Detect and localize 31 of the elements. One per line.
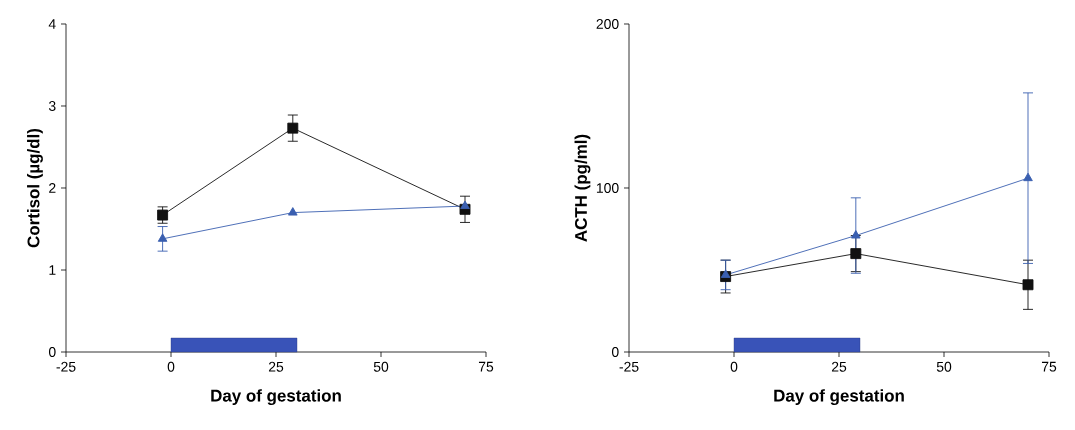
x-tick-label: 0 (730, 361, 738, 372)
point (720, 269, 731, 278)
x-tick-label: 25 (268, 361, 284, 372)
y-axis-title: Cortisol (µg/dl) (27, 128, 43, 248)
y-tick-label: 100 (596, 183, 619, 193)
x-tick-label: 0 (167, 361, 175, 372)
y-tick-label: 3 (48, 101, 56, 111)
y-tick-label: 200 (596, 19, 619, 29)
x-axis-title: Day of gestation (774, 389, 904, 406)
point (1022, 279, 1034, 291)
y-tick-label: 2 (49, 183, 56, 193)
x-tick-label: 25 (831, 361, 847, 372)
x-tick-label: 75 (478, 361, 494, 372)
point (287, 122, 299, 134)
x-tick-label: 75 (1041, 361, 1057, 372)
point (288, 207, 298, 216)
y-axis-title: ACTH (pg/ml) (574, 134, 591, 242)
x-axis-title: Day of gestation (211, 389, 341, 406)
x-tick-label: -25 (619, 361, 639, 372)
point (1023, 172, 1033, 182)
y-tick-label: 0 (48, 347, 56, 357)
point (851, 230, 861, 239)
point (157, 233, 168, 242)
x-tick-label: 50 (936, 361, 952, 372)
y-tick-label: 0 (611, 347, 619, 357)
point (460, 200, 470, 209)
y-tick-label: 1 (49, 265, 56, 275)
y-tick-label: 4 (48, 19, 56, 29)
x-tick-label: -25 (56, 361, 76, 372)
point (850, 248, 862, 260)
x-tick-label: 50 (373, 361, 389, 372)
